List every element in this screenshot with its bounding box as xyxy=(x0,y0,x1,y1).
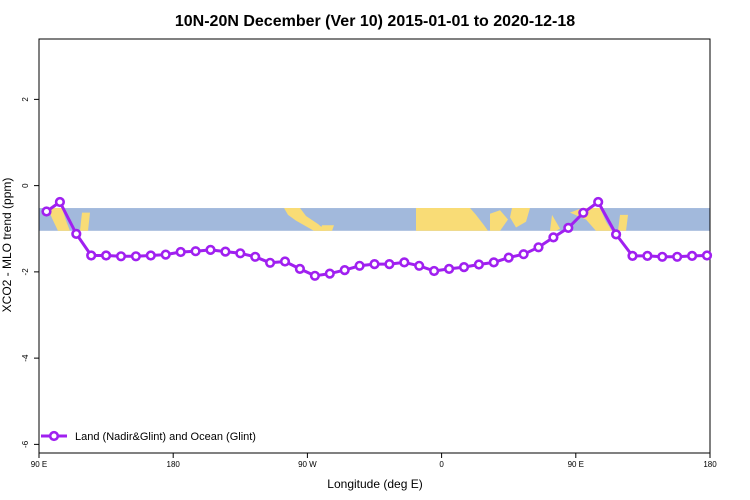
x-tick-label-3: 0 xyxy=(439,460,444,469)
x-tick-label-5: 180 xyxy=(703,460,717,469)
data-point xyxy=(339,265,350,276)
data-point xyxy=(235,248,246,259)
data-point xyxy=(190,246,201,257)
data-point xyxy=(86,250,97,261)
y-axis-label: XCO2 - MLO trend (ppm) xyxy=(0,178,14,313)
land-shape-6 xyxy=(510,208,530,228)
y-axis: 2 0 -2 -4 -6 xyxy=(21,97,39,448)
data-point xyxy=(503,252,514,263)
data-point xyxy=(593,196,604,208)
data-point xyxy=(205,244,216,255)
data-point xyxy=(130,251,141,262)
chart-title: 10N-20N December (Ver 10) 2015-01-01 to … xyxy=(175,13,575,30)
land-shape-4 xyxy=(416,208,488,231)
y-tick-label-4: -6 xyxy=(21,440,30,448)
land-shape-1 xyxy=(80,212,90,231)
data-point xyxy=(657,251,668,262)
x-tick-label-2: 90 W xyxy=(298,460,317,469)
data-point xyxy=(175,246,186,258)
data-point xyxy=(115,251,127,262)
data-point xyxy=(642,250,653,261)
data-point xyxy=(220,246,231,257)
data-point xyxy=(414,260,425,271)
data-point xyxy=(578,207,589,218)
data-point xyxy=(250,251,261,262)
x-tick-label-1: 180 xyxy=(167,460,181,469)
data-point xyxy=(672,251,683,262)
map-ocean xyxy=(39,208,710,231)
data-point xyxy=(610,229,622,240)
data-point xyxy=(518,249,529,260)
land-shape-5 xyxy=(490,210,508,231)
data-point xyxy=(100,250,112,261)
data-point xyxy=(473,259,485,270)
data-point xyxy=(563,222,574,233)
land-shape-3 xyxy=(320,225,334,231)
data-point xyxy=(54,196,66,208)
data-point xyxy=(324,268,335,279)
data-point xyxy=(41,206,52,217)
y-tick-label-1: 0 xyxy=(21,183,30,188)
data-point xyxy=(279,256,291,267)
plot-frame xyxy=(38,38,711,454)
data-point xyxy=(429,265,440,277)
data-point xyxy=(701,250,713,261)
land-shape-2 xyxy=(284,208,326,231)
data-point xyxy=(294,263,306,275)
y-tick-label-0: 2 xyxy=(21,97,30,102)
data-point xyxy=(265,257,276,268)
series-layer xyxy=(41,196,713,281)
data-point xyxy=(71,228,82,239)
legend-marker xyxy=(48,430,60,442)
y-tick-label-3: -4 xyxy=(21,354,30,362)
data-point xyxy=(309,270,321,281)
data-point xyxy=(384,259,395,270)
data-point xyxy=(160,249,171,260)
data-point xyxy=(354,260,365,271)
legend-label: Land (Nadir&Glint) and Ocean (Glint) xyxy=(75,431,256,443)
data-point xyxy=(533,242,544,253)
x-tick-label-0: 90 E xyxy=(31,460,47,469)
legend: Land (Nadir&Glint) and Ocean (Glint) xyxy=(41,430,256,443)
data-point xyxy=(548,232,559,243)
land-shape-9 xyxy=(618,214,628,231)
data-point xyxy=(627,250,638,261)
data-point xyxy=(458,262,470,273)
y-tick-label-2: -2 xyxy=(21,268,30,276)
data-point xyxy=(369,259,380,270)
x-axis: 90 E 180 90 W 0 90 E 180 xyxy=(31,453,717,469)
data-point xyxy=(145,250,156,261)
data-point xyxy=(488,257,499,268)
x-tick-label-4: 90 E xyxy=(568,460,584,469)
land-shape-0 xyxy=(48,208,70,231)
data-point xyxy=(399,257,410,268)
land-shape-7 xyxy=(550,214,560,231)
data-point xyxy=(686,250,698,261)
data-point xyxy=(444,263,455,275)
x-axis-label: Longitude (deg E) xyxy=(327,477,422,491)
